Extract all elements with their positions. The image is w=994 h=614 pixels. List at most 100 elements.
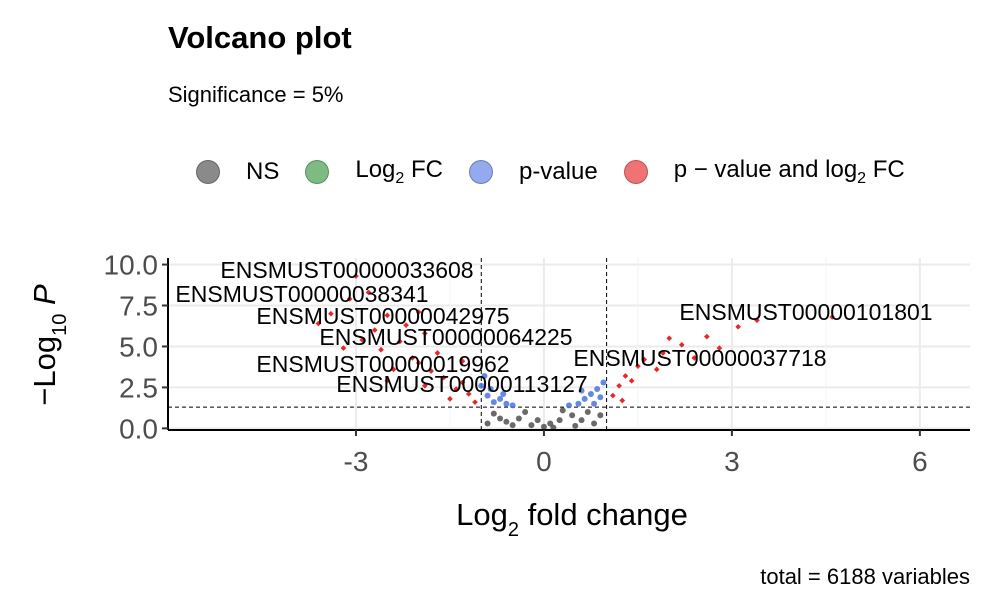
- axes: [167, 258, 970, 431]
- data-point-ns: [572, 422, 579, 429]
- data-point-significant: [619, 397, 626, 404]
- data-point-ns: [591, 420, 598, 427]
- data-point-significant: [653, 366, 660, 373]
- data-point-significant: [359, 337, 366, 343]
- x-tick-labels: -3 0 3 6: [344, 430, 928, 477]
- y-tick-label: 2.5: [119, 372, 158, 403]
- data-point-significant: [472, 399, 478, 405]
- data-point-pvalue: [594, 386, 601, 393]
- data-point-ns: [578, 417, 585, 424]
- data-point-significant: [415, 360, 422, 366]
- data-point-significant: [716, 345, 723, 351]
- data-point-pvalue: [503, 400, 510, 407]
- legend-label-both-tail: FC: [866, 156, 905, 183]
- data-point-pvalue: [575, 400, 582, 407]
- legend-item-ns: NS: [196, 158, 279, 186]
- data-point-significant: [353, 273, 359, 279]
- data-point-ns: [497, 415, 504, 422]
- data-point-significant: [390, 366, 397, 373]
- data-point-significant: [315, 320, 322, 327]
- data-point-significant: [422, 330, 428, 337]
- data-point-significant: [440, 374, 447, 381]
- grid-lines: [168, 258, 970, 430]
- data-point-ns: [522, 408, 529, 415]
- x-tick-label: 3: [724, 446, 740, 477]
- data-point-ns: [503, 418, 510, 425]
- data-point-significant: [428, 368, 434, 374]
- point-label: ENSMUST00000019962: [256, 351, 509, 377]
- data-point-ns: [540, 423, 547, 430]
- data-point-ns: [559, 407, 566, 414]
- data-point-significant: [628, 378, 635, 384]
- data-point-ns: [528, 422, 535, 429]
- data-point-pvalue: [500, 390, 507, 397]
- data-point-significant: [754, 317, 760, 324]
- y-axis-title: −Log10 P: [27, 284, 71, 406]
- data-points: [315, 273, 835, 431]
- data-point-significant: [396, 338, 403, 345]
- data-point-pvalue: [600, 379, 607, 386]
- data-point-pvalue: [490, 399, 497, 406]
- legend-label-fc-tail: FC: [404, 156, 443, 183]
- data-point-ns: [534, 417, 541, 424]
- legend-label-fc-sub: 2: [395, 169, 405, 187]
- data-point-significant: [660, 350, 666, 356]
- data-point-pvalue: [487, 386, 494, 393]
- data-point-significant: [409, 355, 416, 361]
- legend-key-p: [468, 159, 493, 184]
- point-label: ENSMUST00000033608: [220, 257, 473, 283]
- data-point-significant: [453, 386, 460, 392]
- legend-item-fc: Log2 FC: [305, 156, 443, 188]
- data-point-significant: [641, 356, 648, 363]
- point-label: ENSMUST00000038341: [175, 281, 428, 307]
- point-label: ENSMUST00000064225: [319, 324, 572, 350]
- data-point-pvalue: [581, 395, 588, 402]
- chart-subtitle: Significance = 5%: [168, 82, 344, 107]
- data-point-significant: [378, 346, 384, 353]
- legend-label-both-main: p − value and log: [673, 156, 858, 183]
- data-point-significant: [384, 378, 391, 384]
- data-point-significant: [635, 363, 641, 369]
- legend-key-both: [623, 159, 648, 184]
- y-tick-labels: 0.0 2.5 5.0 7.5 10.0: [104, 250, 168, 444]
- point-label: ENSMUST00000037718: [573, 345, 826, 371]
- data-point-significant: [328, 310, 334, 317]
- point-label: ENSMUST00000042975: [256, 303, 509, 329]
- legend-label-fc-main: Log: [355, 156, 396, 183]
- data-point-significant: [459, 379, 466, 386]
- data-point-significant: [735, 323, 742, 330]
- legend-key-fc: [305, 159, 330, 184]
- point-label: ENSMUST00000113127: [336, 371, 587, 397]
- data-point-significant: [415, 309, 422, 315]
- data-point-significant: [704, 333, 710, 340]
- data-point-pvalue: [591, 400, 598, 407]
- data-point-significant: [622, 373, 629, 379]
- data-point-significant: [691, 355, 698, 361]
- data-point-significant: [340, 345, 347, 351]
- data-point-significant: [829, 314, 835, 320]
- y-tick-label: 5.0: [119, 331, 158, 362]
- x-tick-label: 6: [912, 446, 928, 477]
- data-point-significant: [459, 358, 466, 365]
- legend-label-both-sub: 2: [857, 169, 867, 187]
- legend-label-fc: Log2 FC: [355, 156, 443, 188]
- legend-item-p: p-value: [468, 158, 598, 186]
- data-point-significant: [678, 341, 685, 348]
- data-point-significant: [371, 327, 378, 333]
- caption: total = 6188 variables: [760, 564, 970, 589]
- data-point-pvalue: [481, 372, 488, 379]
- y-tick-label: 7.5: [119, 291, 158, 322]
- data-point-significant: [365, 289, 372, 296]
- data-point-significant: [666, 335, 673, 342]
- data-point-significant: [384, 312, 391, 319]
- legend-key-ns: [196, 159, 220, 184]
- data-point-ns: [547, 420, 554, 427]
- data-point-pvalue: [509, 402, 516, 409]
- legend-label-ns: NS: [246, 157, 280, 185]
- data-point-ns: [597, 412, 604, 419]
- chart-title: Volcano plot: [168, 20, 352, 55]
- data-point-pvalue: [497, 395, 504, 402]
- legend: NS Log2 FC p-value p − value and log2 FC: [196, 156, 931, 188]
- data-point-significant: [346, 296, 353, 302]
